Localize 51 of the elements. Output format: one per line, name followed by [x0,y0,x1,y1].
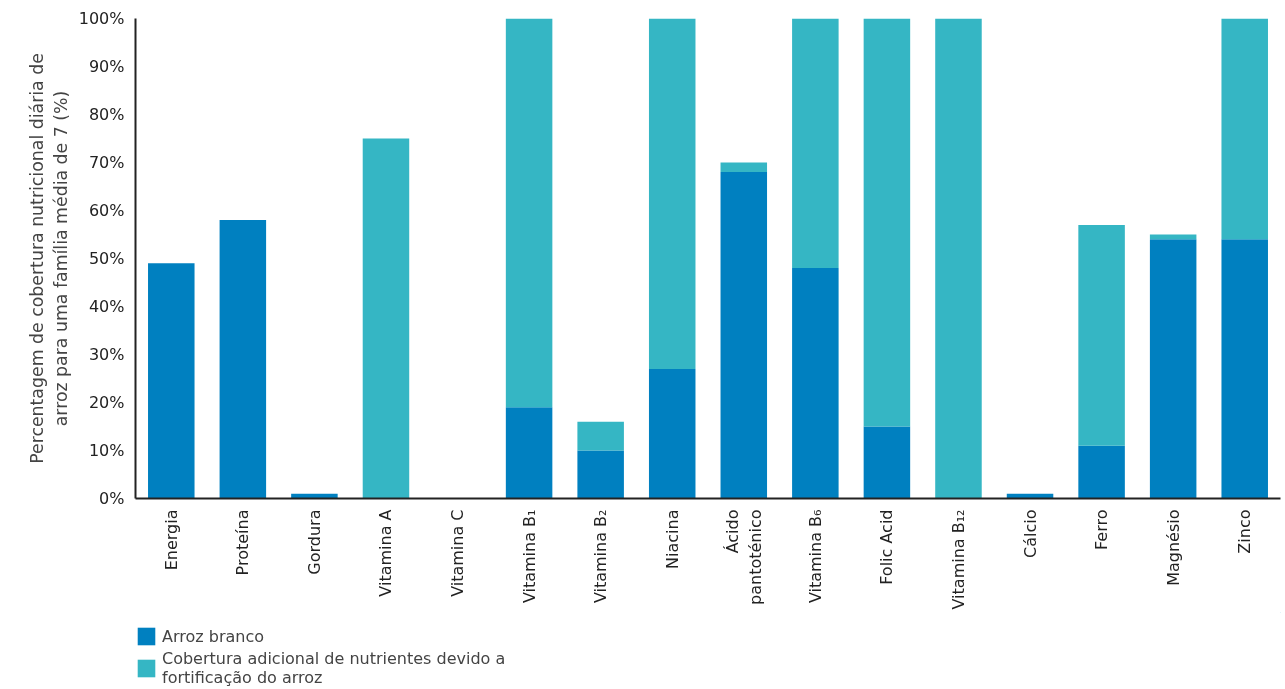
x-tick-label: Vitamina B₂ [591,509,611,604]
bar [1221,18,1268,240]
x-tick-label: Ferro [1092,509,1112,550]
bar [792,268,839,499]
bar [362,138,410,499]
bar [505,407,553,499]
x-tick-label: Folic Acid [877,509,897,585]
bar [577,421,624,451]
y-tick-label: 20% [88,393,125,412]
x-tick-label: Niacina [662,509,682,569]
x-tick-label: Ácido pantoténico [722,509,765,605]
bar [863,426,911,499]
x-tick-label: Vitamina A [376,509,396,597]
bar [1221,239,1268,499]
y-tick-label: 80% [88,105,125,124]
x-tick-label: Vitamina B₆ [805,509,825,604]
y-tick-label: 0% [99,489,125,508]
bar [863,18,911,427]
bar [219,220,267,499]
bar [720,162,768,173]
y-tick-label: 100% [78,9,125,28]
bar [648,18,696,369]
y-tick-label: 50% [88,249,125,268]
legend-label: Arroz branco [162,626,265,646]
x-tick-label: Vitamina C [448,509,468,597]
x-tick-label: Vitamina B₁₂ [948,509,968,610]
bar [648,368,696,499]
x-tick-label: Zinco [1235,509,1255,554]
bar [1149,239,1197,499]
y-tick-label: 60% [88,201,125,220]
bar [792,18,839,269]
x-tick-label: Cálcio [1020,509,1040,558]
bar [1078,445,1125,499]
y-axis-title: Percentagem de cobertura nutricional diária de arroz para uma família média de 7 (%) [26,53,71,464]
legend-label: Cobertura adicional de nutrientes devido a fortificação do arroz [162,649,506,687]
bar [505,18,553,408]
y-tick-label: 70% [88,153,125,172]
x-tick-label: Energia [161,509,181,571]
bar [720,172,768,499]
x-tick-label: Gordura [304,509,324,575]
y-tick-label: 30% [88,345,125,364]
x-tick-label: Proteína [233,509,253,576]
x-tick-label: Magnésio [1163,509,1183,586]
bar [1078,224,1125,446]
bar [148,263,195,499]
y-tick-label: 10% [88,441,125,460]
bar [935,18,982,499]
y-tick-label: 90% [88,57,125,76]
x-tick-label: Vitamina B₁ [519,509,539,604]
y-tick-label: 40% [88,297,125,316]
bar [577,450,624,499]
